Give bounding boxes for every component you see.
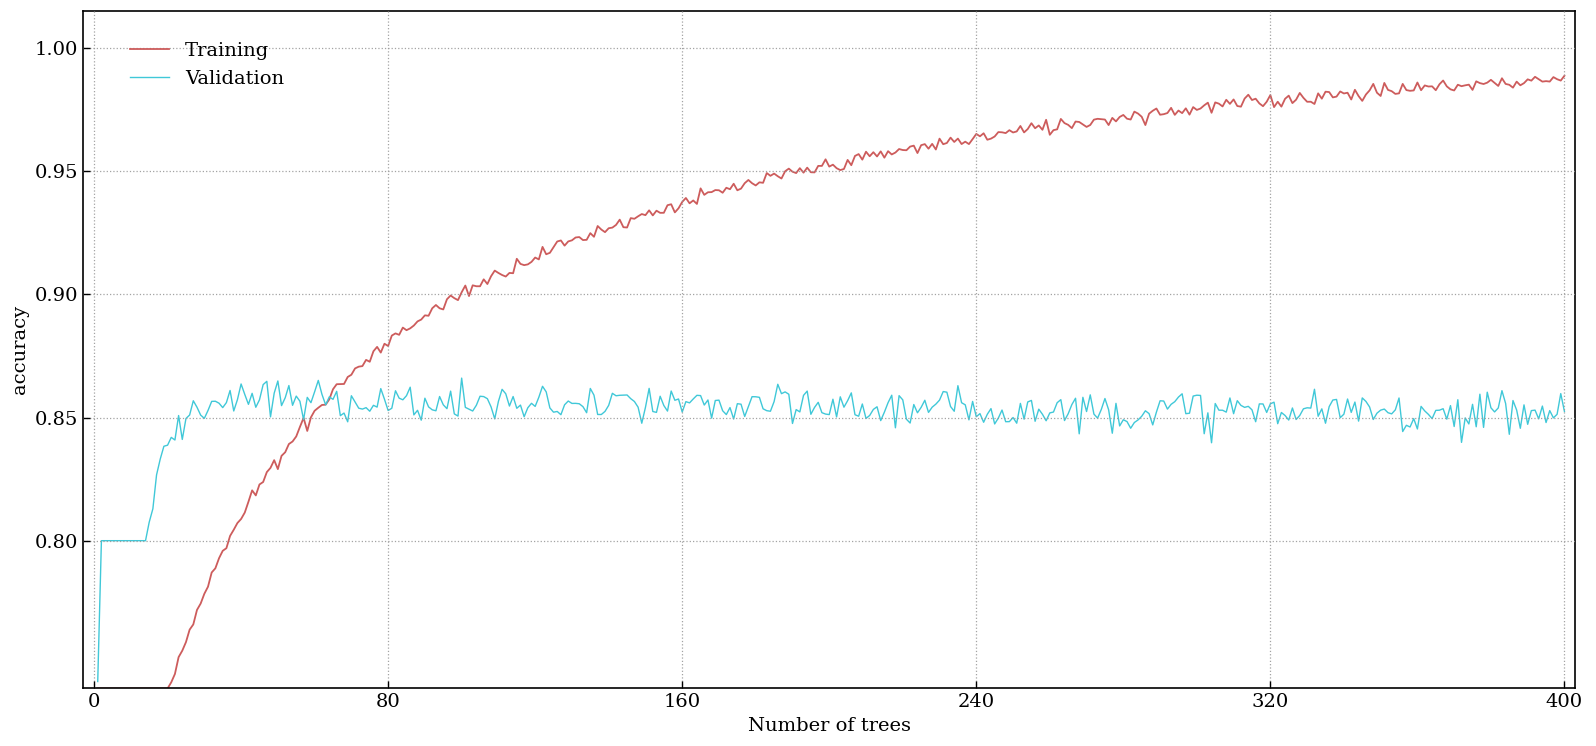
- Validation: [88, 677, 107, 686]
- Line: Validation: Validation: [97, 378, 1564, 682]
- Validation: [1151, 396, 1170, 405]
- Line: Training: Training: [97, 76, 1564, 689]
- Validation: [1015, 415, 1034, 424]
- Training: [1010, 122, 1029, 131]
- Training: [567, 233, 586, 242]
- X-axis label: Number of trees: Number of trees: [749, 717, 911, 735]
- Legend: Training, Validation: Training, Validation: [123, 34, 292, 95]
- Training: [669, 204, 688, 213]
- Validation: [570, 399, 589, 408]
- Validation: [1157, 404, 1176, 413]
- Validation: [265, 389, 284, 398]
- Training: [265, 456, 284, 465]
- Training: [88, 684, 107, 693]
- Y-axis label: accuracy: accuracy: [11, 305, 29, 395]
- Training: [1148, 104, 1167, 113]
- Training: [1555, 72, 1574, 81]
- Validation: [672, 407, 691, 416]
- Validation: [452, 374, 471, 383]
- Training: [1154, 110, 1173, 119]
- Validation: [1555, 407, 1574, 416]
